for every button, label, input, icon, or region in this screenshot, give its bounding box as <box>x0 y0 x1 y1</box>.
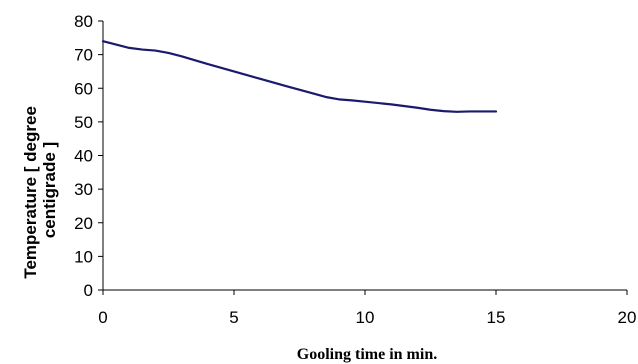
y-tick-label: 80 <box>74 12 93 31</box>
x-tick-label: 20 <box>618 308 637 327</box>
x-tick-label: 5 <box>229 308 238 327</box>
y-tick-label: 40 <box>74 147 93 166</box>
y-tick-label: 30 <box>74 180 93 199</box>
y-axis-label: Temperature [ degree centigrade ] <box>21 101 59 278</box>
x-tick-label: 15 <box>487 308 506 327</box>
y-tick-label: 50 <box>74 113 93 132</box>
y-tick-label: 0 <box>84 281 93 300</box>
x-tick-label: 10 <box>356 308 375 327</box>
y-tick-label: 10 <box>74 247 93 266</box>
x-tick-label: 0 <box>98 308 107 327</box>
x-axis: 0 5 10 15 20 <box>98 289 637 327</box>
series-lines <box>101 40 498 113</box>
y-tick-label: 60 <box>74 79 93 98</box>
x-axis-label: Gooling time in min. <box>297 346 437 363</box>
y-tick-label: 20 <box>74 214 93 233</box>
y-tick-label: 70 <box>74 46 93 65</box>
series-line-0 <box>101 40 498 113</box>
y-axis: 0 10 20 30 40 50 60 70 80 <box>74 12 104 300</box>
